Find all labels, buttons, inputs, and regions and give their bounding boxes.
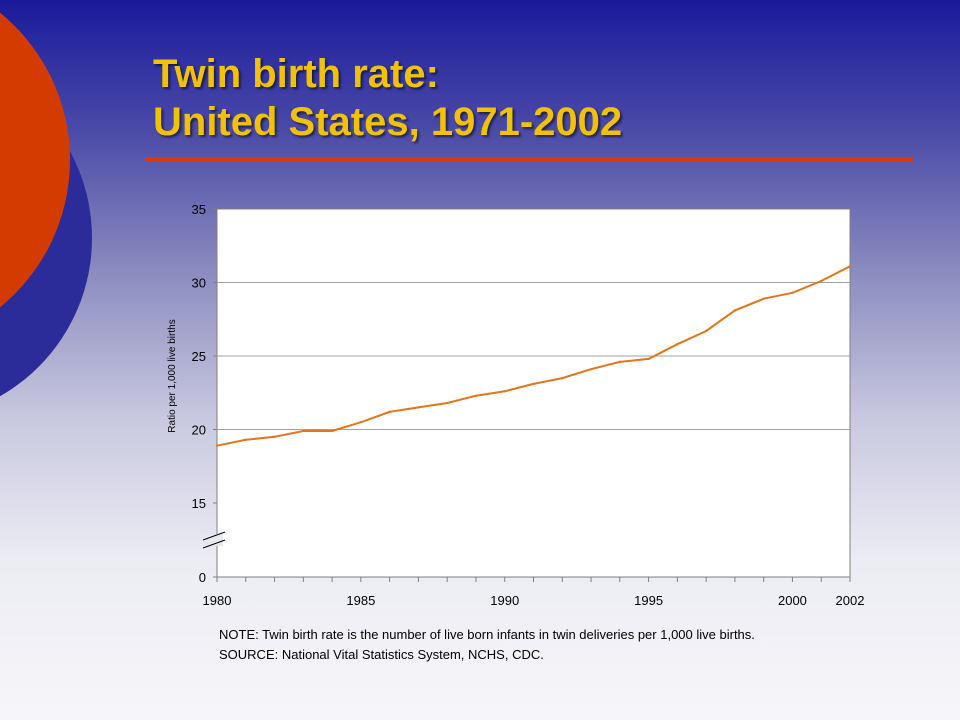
data-points bbox=[215, 265, 852, 447]
data-point bbox=[330, 429, 334, 433]
plot-area bbox=[216, 208, 851, 578]
data-point bbox=[589, 368, 593, 371]
y-tick-label: 35 bbox=[192, 202, 206, 217]
break-mark-line bbox=[202, 539, 226, 549]
data-point bbox=[762, 297, 765, 300]
x-tick-label: 1995 bbox=[634, 593, 663, 608]
title-underline bbox=[145, 157, 913, 162]
x-axis-ticks: 1980 1985 1990 1995 2000 2002 bbox=[203, 577, 865, 608]
x-tick-label: 1990 bbox=[490, 593, 519, 608]
y-tick-label: 20 bbox=[192, 423, 206, 438]
line-chart: 0 15 20 25 30 35 1980 1985 1990 1995 2000 2002 Rat… bbox=[167, 202, 865, 608]
note-text: NOTE: Twin birth rate is the number of l… bbox=[219, 627, 755, 642]
slide-title: Twin birth rate: United States, 1971-200… bbox=[153, 50, 622, 146]
gridlines bbox=[217, 282, 850, 430]
data-point bbox=[647, 357, 650, 361]
data-point bbox=[273, 435, 276, 439]
data-point bbox=[791, 291, 794, 294]
chart-footnote: NOTE: Twin birth rate is the number of l… bbox=[219, 625, 755, 665]
data-point bbox=[302, 429, 305, 433]
orange-circle-decoration bbox=[0, 12, 70, 308]
data-point bbox=[445, 401, 449, 405]
break-mark-line bbox=[202, 531, 226, 541]
x-tick-label: 1985 bbox=[346, 593, 375, 608]
data-point bbox=[417, 406, 420, 409]
data-point bbox=[848, 265, 852, 268]
y-axis-label: Ratio per 1,000 live births bbox=[167, 319, 178, 432]
data-point bbox=[820, 279, 823, 283]
data-point bbox=[388, 410, 391, 414]
slide-title-line1: Twin birth rate: bbox=[153, 52, 439, 96]
data-point bbox=[561, 376, 564, 380]
data-point bbox=[359, 420, 363, 424]
x-tick-label: 2000 bbox=[778, 593, 807, 608]
y-tick-label: 25 bbox=[192, 349, 206, 364]
y-tick-label: 30 bbox=[192, 276, 206, 291]
data-point bbox=[503, 390, 506, 393]
y-tick-label: 15 bbox=[192, 496, 206, 511]
y-axis-ticks: 0 15 20 25 30 35 bbox=[192, 202, 217, 585]
data-point bbox=[532, 382, 535, 386]
data-point bbox=[618, 360, 622, 364]
data-point bbox=[704, 329, 708, 333]
x-tick-label: 1980 bbox=[203, 593, 232, 608]
source-text: SOURCE: National Vital Statistics System… bbox=[219, 647, 544, 662]
slide-title-line2: United States, 1971-2002 bbox=[153, 100, 623, 144]
axis-break-marks bbox=[202, 531, 226, 549]
data-point bbox=[244, 438, 247, 441]
x-tick-label: 2002 bbox=[836, 593, 865, 608]
data-point bbox=[474, 394, 478, 397]
data-point bbox=[215, 444, 219, 447]
data-point bbox=[676, 343, 679, 346]
y-tick-label: 0 bbox=[199, 570, 206, 585]
data-point bbox=[733, 309, 737, 312]
